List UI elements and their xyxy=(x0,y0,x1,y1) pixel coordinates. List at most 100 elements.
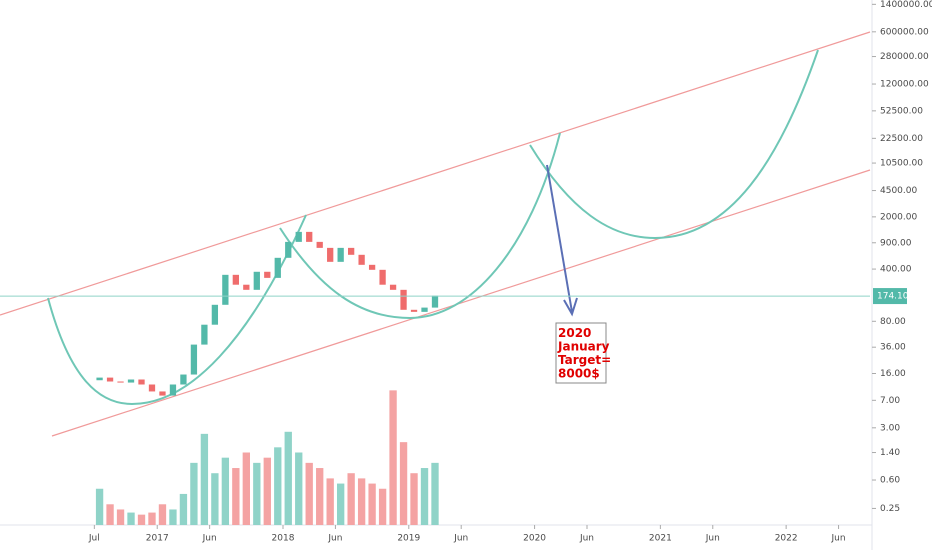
candle xyxy=(253,271,260,290)
x-tick-label: Jun xyxy=(453,534,468,544)
volume-bar xyxy=(399,442,408,525)
volume-bar xyxy=(221,457,230,525)
volume-bar xyxy=(127,512,135,525)
x-tick-label: 2018 xyxy=(272,534,295,544)
candle xyxy=(190,344,198,375)
volume-layer xyxy=(95,390,439,525)
y-tick-label: 36.00 xyxy=(880,343,906,353)
volume-bar xyxy=(326,478,334,525)
volume-bar xyxy=(410,473,418,525)
volume-bar xyxy=(316,468,324,525)
volume-bar xyxy=(232,468,240,525)
volume-bar xyxy=(116,509,125,525)
volume-bar xyxy=(295,452,303,525)
candle xyxy=(358,254,365,265)
last-price-badge xyxy=(873,288,907,305)
arc xyxy=(529,49,819,240)
volume-bar xyxy=(95,488,104,525)
annotation-text: Target= xyxy=(558,353,611,367)
volume-bar xyxy=(200,433,209,525)
channel-lower xyxy=(51,169,871,437)
x-tick-label: Jun xyxy=(705,534,720,544)
volume-bar xyxy=(378,488,387,525)
volume-bar xyxy=(137,514,146,525)
volume-bar xyxy=(336,483,345,525)
candle xyxy=(431,295,439,308)
candle xyxy=(180,374,187,385)
drawings xyxy=(0,31,871,437)
y-tick-label: 0.25 xyxy=(880,504,900,514)
x-tick-label: Jun xyxy=(202,534,217,544)
volume-bar xyxy=(158,504,167,525)
arc xyxy=(47,214,307,406)
candle xyxy=(222,274,229,305)
y-tick-label: 52500.00 xyxy=(880,106,923,116)
candle xyxy=(232,274,239,285)
y-tick-label: 120000.00 xyxy=(880,80,929,90)
volume-bar xyxy=(389,390,397,525)
price-layer xyxy=(96,231,439,396)
y-tick-label: 80.00 xyxy=(880,317,906,327)
candle xyxy=(348,247,355,255)
candle xyxy=(421,307,428,312)
x-tick-label: Jul xyxy=(88,534,100,544)
y-tick-label: 900.00 xyxy=(880,238,912,248)
candle xyxy=(410,309,418,312)
volume-bar xyxy=(431,462,439,525)
volume-bar xyxy=(190,462,198,525)
candle xyxy=(159,391,166,396)
arrow xyxy=(546,164,573,313)
volume-bar xyxy=(420,468,429,525)
annotation-text: January xyxy=(557,340,610,354)
x-tick-label: Jun xyxy=(579,534,594,544)
candle xyxy=(337,247,344,262)
candle xyxy=(389,284,397,290)
y-tick-label: 4500.00 xyxy=(880,186,917,196)
candle xyxy=(201,324,208,345)
y-tick-label: 7.00 xyxy=(880,396,900,406)
candle xyxy=(327,247,334,262)
x-tick-label: 2020 xyxy=(523,534,546,544)
y-tick-label: 3.00 xyxy=(880,423,900,433)
arc xyxy=(279,132,561,320)
candle xyxy=(211,304,219,325)
y-tick-label: 280000.00 xyxy=(880,52,929,62)
candle xyxy=(306,231,313,242)
candle xyxy=(243,284,250,290)
y-tick-label: 2000.00 xyxy=(880,212,917,222)
volume-bar xyxy=(347,473,355,525)
y-tick-label: 10500.00 xyxy=(880,159,923,169)
volume-bar xyxy=(368,483,376,525)
y-tick-label: 400.00 xyxy=(880,265,912,275)
candle xyxy=(285,241,292,258)
x-tick-label: 2019 xyxy=(397,534,420,544)
candle xyxy=(169,384,177,396)
volume-bar xyxy=(274,447,282,525)
candle xyxy=(96,377,103,381)
candle xyxy=(138,379,145,385)
x-tick-label: Jun xyxy=(327,534,342,544)
annotation-box xyxy=(555,322,607,384)
x-tick-label: 2017 xyxy=(146,534,169,544)
channel-upper xyxy=(0,31,871,316)
volume-bar xyxy=(211,473,219,525)
volume-bar xyxy=(357,478,366,525)
y-tick-label: 1.40 xyxy=(880,448,900,458)
last-price-label: 174.10 xyxy=(877,292,909,302)
volume-bar xyxy=(106,504,114,525)
candle xyxy=(295,231,302,242)
candle xyxy=(148,384,156,392)
x-tick-label: 2022 xyxy=(775,534,798,544)
candle xyxy=(368,264,376,270)
volume-bar xyxy=(284,431,292,525)
arrow-head xyxy=(563,297,578,317)
annotation-text: 8000$ xyxy=(558,367,600,381)
candle xyxy=(127,379,135,383)
x-tick-label: Jun xyxy=(831,534,846,544)
candle xyxy=(264,271,271,278)
y-tick-label: 16.00 xyxy=(880,369,906,379)
volume-bar xyxy=(179,493,188,525)
y-tick-label: 1400000.00 xyxy=(880,0,932,10)
